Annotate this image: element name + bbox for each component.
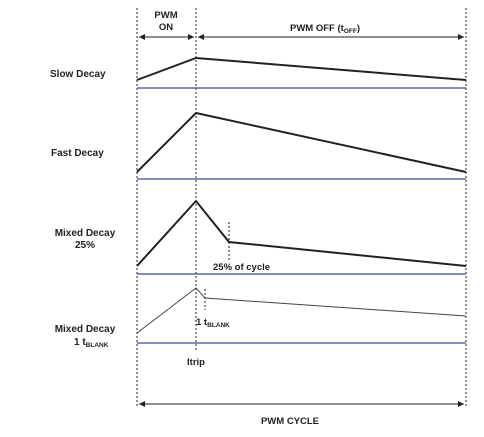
pwm-off-label: PWM OFF (tOFF) (290, 23, 360, 35)
slow-decay-waveform (136, 56, 467, 81)
mixed-decay-blank-label-line2: 1 tBLANK (74, 337, 109, 349)
mixed-decay-blank-label-line1: Mixed Decay (55, 324, 116, 335)
fast-decay-label: Fast Decay (51, 148, 104, 159)
pwm-on-arrow (139, 34, 194, 40)
pwm-cycle-label: PWM CYCLE (261, 416, 319, 427)
mixed-decay-25-waveform (136, 199, 467, 267)
pwm-on-label-line1: PWM (154, 10, 177, 21)
pwm-on-label-line2: ON (159, 22, 173, 33)
mixed-decay-blank-waveform (136, 287, 467, 334)
mixed-decay-25-label-line1: Mixed Decay (55, 228, 116, 239)
pct-of-cycle-annotation: 25% of cycle (213, 262, 270, 273)
tblank-annotation: 1 tBLANK (196, 317, 230, 329)
pwm-off-arrow (198, 34, 464, 40)
fast-decay-waveform (136, 111, 467, 173)
itrip-label: Itrip (187, 357, 205, 368)
mixed-decay-25-label-line2: 25% (75, 240, 95, 251)
slow-decay-label: Slow Decay (50, 69, 106, 80)
pwm-cycle-arrow (139, 401, 464, 407)
